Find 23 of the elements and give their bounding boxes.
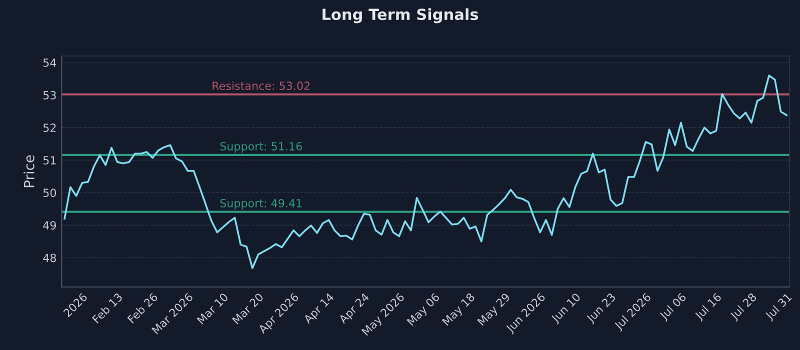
x-tick-label: Jul 06 [658, 292, 688, 322]
x-tick-label: Jul 16 [694, 292, 724, 322]
ref-line-label: Support: 49.41 [220, 199, 302, 210]
line-series [64, 74, 788, 270]
x-tick-label: Mar 10 [196, 292, 229, 324]
x-tick-label: Feb 13 [92, 292, 123, 324]
x-tick-label: Jul 28 [729, 292, 758, 322]
y-tick-label: 49 [43, 221, 56, 230]
y-axis-title: Price [24, 155, 34, 188]
y-tick-label: 51 [43, 156, 56, 164]
y-tick-label: 54 [43, 58, 56, 67]
y-tick-label: 52 [43, 124, 56, 132]
x-tick-label: Jun 10 [550, 292, 582, 325]
ref-line-label: Support: 51.16 [220, 142, 302, 153]
x-tick-label: Apr 14 [302, 292, 336, 326]
chart-title: Long Term Signals [322, 8, 478, 24]
y-tick-label: 53 [43, 91, 56, 100]
x-tick-label: Jul 31 [764, 292, 794, 322]
x-tick-label: Feb 26 [126, 292, 158, 324]
x-tick-label: Mar 20 [232, 292, 264, 324]
y-tick-label: 48 [43, 254, 56, 262]
y-tick-label: 50 [43, 188, 56, 198]
ref-line-label: Resistance: 53.02 [212, 81, 310, 90]
